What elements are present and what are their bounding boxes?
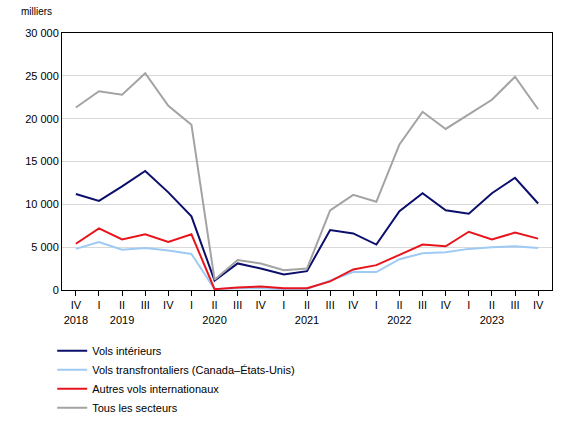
svg-text:25 000: 25 000: [25, 70, 59, 82]
svg-text:I: I: [467, 299, 470, 311]
svg-text:I: I: [282, 299, 285, 311]
svg-text:III: III: [510, 299, 519, 311]
svg-text:III: III: [326, 299, 335, 311]
svg-text:20 000: 20 000: [25, 113, 59, 125]
svg-text:II2022: II2022: [387, 299, 411, 325]
svg-text:30 000: 30 000: [25, 27, 59, 39]
svg-text:III: III: [233, 299, 242, 311]
svg-text:5 000: 5 000: [31, 241, 59, 253]
svg-text:I: I: [375, 299, 378, 311]
svg-text:0: 0: [53, 284, 59, 296]
svg-text:IV: IV: [348, 299, 359, 311]
svg-text:milliers: milliers: [21, 6, 52, 17]
svg-text:I: I: [190, 299, 193, 311]
svg-text:II2020: II2020: [202, 299, 226, 325]
svg-text:Autres vols internationaux: Autres vols internationaux: [92, 383, 219, 395]
svg-text:I: I: [97, 299, 100, 311]
svg-text:III: III: [418, 299, 427, 311]
svg-text:IV2018: IV2018: [64, 299, 88, 325]
svg-text:10 000: 10 000: [25, 198, 59, 210]
svg-text:15 000: 15 000: [25, 155, 59, 167]
svg-text:Vols transfrontaliers (Canada–: Vols transfrontaliers (Canada–États-Unis…: [92, 364, 294, 376]
svg-text:Tous les secteurs: Tous les secteurs: [92, 402, 177, 414]
svg-text:II2021: II2021: [295, 299, 319, 325]
svg-text:III: III: [141, 299, 150, 311]
svg-text:IV: IV: [163, 299, 174, 311]
svg-text:IV: IV: [256, 299, 267, 311]
svg-text:II2019: II2019: [110, 299, 134, 325]
svg-text:Vols intérieurs: Vols intérieurs: [92, 345, 162, 357]
svg-text:IV: IV: [440, 299, 451, 311]
svg-text:IV: IV: [533, 299, 544, 311]
svg-text:II2023: II2023: [480, 299, 504, 325]
